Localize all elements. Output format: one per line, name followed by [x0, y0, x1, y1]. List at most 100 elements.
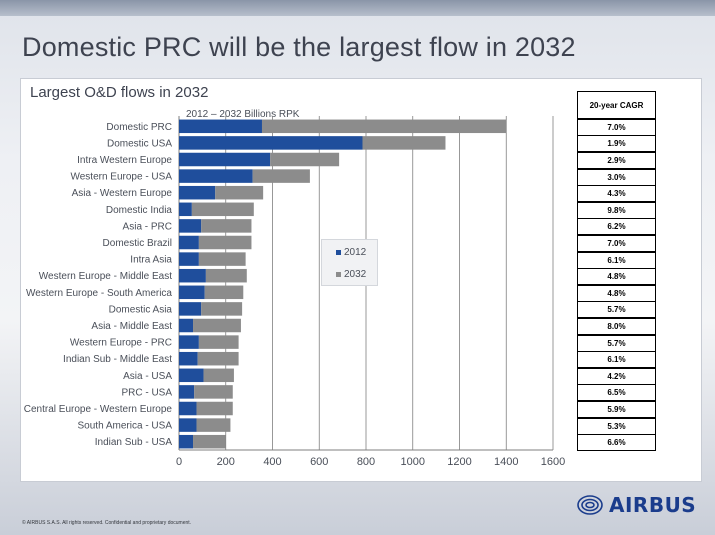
category-label-western-europe-south-america: Western Europe - South America: [26, 288, 172, 299]
category-label-intra-asia: Intra Asia: [130, 255, 172, 266]
bar-2032-south-america-usa: [196, 418, 231, 432]
bar-2032-domestic-brazil: [198, 235, 252, 250]
x-tick-label-800: 800: [357, 456, 375, 468]
bar-2012-intra-western-europe: [179, 152, 271, 167]
category-label-western-europe-prc: Western Europe - PRC: [70, 338, 172, 349]
category-label-intra-western-europe: Intra Western Europe: [77, 155, 172, 166]
category-label-asia-prc: Asia - PRC: [123, 221, 172, 232]
bar-2032-asia-western-europe: [215, 185, 264, 200]
bar-2012-western-europe-usa: [179, 169, 253, 183]
cagr-value-19: 5.3%: [577, 417, 656, 435]
cagr-value-7: 6.2%: [577, 218, 656, 236]
cagr-value-17: 6.5%: [577, 384, 656, 402]
x-tick-label-200: 200: [217, 456, 235, 468]
cagr-value-11: 4.8%: [577, 284, 656, 302]
cagr-value-8: 7.0%: [577, 235, 656, 252]
legend-item-2032: 2032: [336, 269, 366, 280]
category-label-domestic-usa: Domestic USA: [107, 138, 172, 149]
category-label-south-america-usa: South America - USA: [78, 421, 173, 432]
x-tick-label-1000: 1000: [401, 456, 425, 468]
cagr-value-20: 6.6%: [577, 434, 656, 452]
x-tick-label-400: 400: [263, 456, 281, 468]
cagr-value-12: 5.7%: [577, 301, 656, 319]
bar-2012-indian-sub-usa: [179, 434, 194, 449]
bar-2032-intra-western-europe: [270, 152, 340, 167]
cagr-value-18: 5.9%: [577, 401, 656, 418]
bar-2032-intra-asia: [198, 252, 246, 266]
category-label-prc-usa: PRC - USA: [121, 387, 172, 398]
bar-2012-intra-asia: [179, 252, 199, 266]
x-tick-label-1400: 1400: [494, 456, 518, 468]
category-label-indian-sub-usa: Indian Sub - USA: [95, 437, 173, 448]
legend: 2012 2032: [321, 239, 378, 286]
bar-2032-central-europe-western-europe: [196, 401, 233, 416]
bar-2032-western-europe-middle-east: [205, 268, 247, 283]
bar-2032-asia-prc: [201, 219, 252, 233]
chart-title: Largest O&D flows in 2032: [30, 84, 209, 101]
legend-swatch-2032: [336, 272, 341, 277]
x-tick-label-1600: 1600: [541, 456, 565, 468]
logo-text: AIRBUS: [609, 493, 697, 517]
cagr-value-2: 1.9%: [577, 135, 656, 153]
cagr-value-10: 4.8%: [577, 268, 656, 286]
bar-2012-western-europe-south-america: [179, 285, 205, 300]
bar-2012-western-europe-prc: [179, 335, 199, 349]
unit-label: 2012 – 2032 Billions RPK: [186, 109, 300, 120]
cagr-value-15: 6.1%: [577, 351, 656, 369]
cagr-value-14: 5.7%: [577, 334, 656, 352]
bar-2032-western-europe-prc: [198, 335, 239, 349]
legend-swatch-2012: [336, 250, 341, 255]
top-bar: [0, 0, 715, 16]
category-label-western-europe-usa: Western Europe - USA: [70, 172, 172, 183]
bar-2012-asia-western-europe: [179, 185, 216, 200]
cagr-value-3: 2.9%: [577, 152, 656, 169]
airbus-swirl-icon: [577, 495, 603, 515]
bar-2012-central-europe-western-europe: [179, 401, 197, 416]
cagr-value-13: 8.0%: [577, 318, 656, 335]
bar-2012-domestic-prc: [179, 119, 262, 134]
category-label-domestic-asia: Domestic Asia: [109, 304, 173, 315]
x-tick-label-0: 0: [176, 456, 182, 468]
bar-2032-domestic-usa: [362, 136, 446, 150]
legend-label-2032: 2032: [344, 269, 367, 280]
category-label-central-europe-western-europe: Central Europe - Western Europe: [24, 404, 173, 415]
legend-label-2012: 2012: [344, 247, 367, 258]
x-tick-label-1200: 1200: [447, 456, 471, 468]
bar-2012-asia-middle-east: [179, 318, 194, 333]
bar-2032-domestic-india: [191, 202, 254, 217]
slide-title: Domestic PRC will be the largest flow in…: [22, 32, 576, 62]
cagr-header: 20-year CAGR: [577, 91, 656, 119]
bar-2032-western-europe-south-america: [204, 285, 244, 300]
bar-2032-domestic-prc: [261, 119, 507, 134]
bar-2012-south-america-usa: [179, 418, 197, 432]
bar-2012-domestic-usa: [179, 136, 363, 150]
category-label-asia-middle-east: Asia - Middle East: [91, 321, 172, 332]
bar-2012-asia-prc: [179, 219, 202, 233]
bar-2012-asia-usa: [179, 368, 204, 383]
category-label-domestic-prc: Domestic PRC: [106, 122, 172, 133]
cagr-value-6: 9.8%: [577, 201, 656, 219]
category-label-domestic-india: Domestic India: [106, 205, 173, 216]
bar-2032-domestic-asia: [201, 302, 243, 316]
bar-2032-western-europe-usa: [252, 169, 310, 183]
airbus-logo: AIRBUS: [576, 490, 696, 520]
bar-2032-indian-sub-usa: [193, 434, 226, 449]
category-label-western-europe-middle-east: Western Europe - Middle East: [39, 271, 172, 282]
category-label-asia-western-europe: Asia - Western Europe: [72, 188, 173, 199]
bar-2032-asia-middle-east: [193, 318, 241, 333]
cagr-value-4: 3.0%: [577, 168, 656, 186]
category-label-domestic-brazil: Domestic Brazil: [103, 238, 172, 249]
bar-2012-indian-sub-middle-east: [179, 351, 198, 366]
cagr-value-16: 4.2%: [577, 367, 656, 385]
bar-2032-asia-usa: [203, 368, 234, 383]
bar-2012-western-europe-middle-east: [179, 268, 206, 283]
cagr-value-9: 6.1%: [577, 251, 656, 269]
x-tick-label-600: 600: [310, 456, 328, 468]
legend-item-2012: 2012: [336, 247, 366, 258]
category-label-indian-sub-middle-east: Indian Sub - Middle East: [63, 354, 172, 365]
bar-2012-prc-usa: [179, 385, 195, 399]
bar-2012-domestic-asia: [179, 302, 202, 316]
cagr-value-5: 4.3%: [577, 185, 656, 203]
cagr-value-1: 7.0%: [577, 118, 656, 136]
